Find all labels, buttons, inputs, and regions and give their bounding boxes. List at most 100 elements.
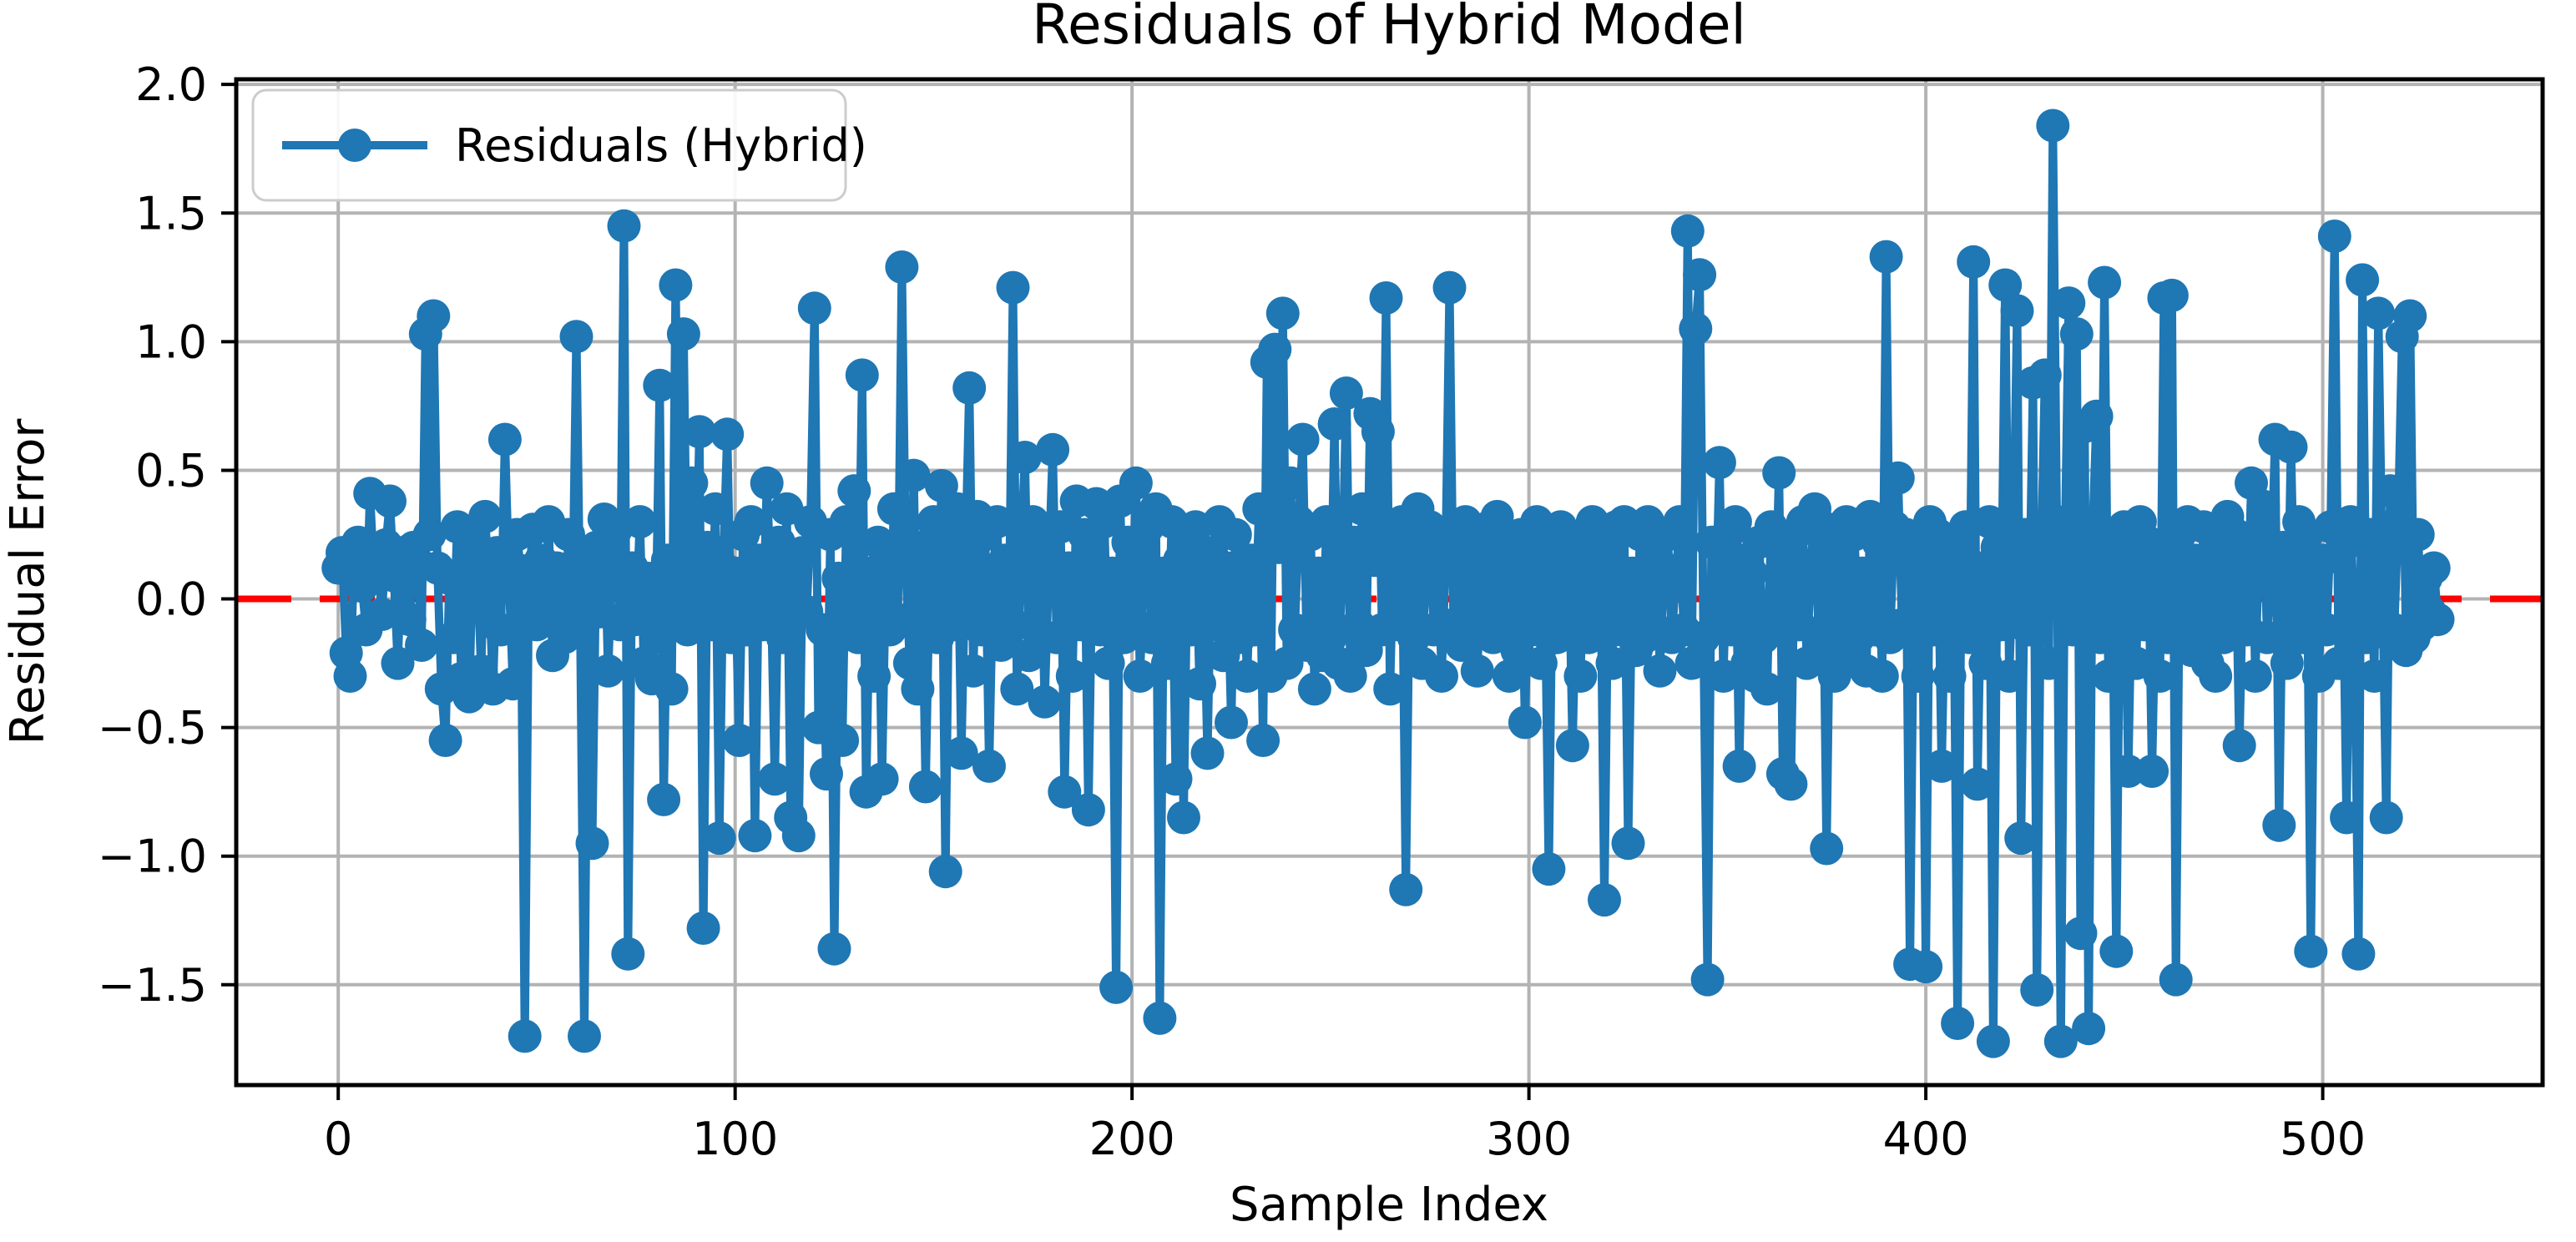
- data-point: [2222, 729, 2256, 763]
- data-point: [2349, 620, 2383, 654]
- data-point: [1230, 659, 1264, 693]
- data-point: [611, 937, 645, 971]
- data-point: [1643, 654, 1677, 688]
- data-point: [1492, 659, 1526, 693]
- data-point: [758, 762, 792, 796]
- data-point: [1150, 646, 1184, 680]
- data-point: [1119, 466, 1153, 500]
- data-series-residuals: [321, 109, 2455, 1058]
- data-point: [738, 819, 772, 853]
- data-point: [2052, 286, 2086, 321]
- data-point: [2040, 505, 2073, 539]
- y-tick-label: 1.5: [135, 187, 207, 240]
- data-point: [996, 270, 1030, 305]
- data-point: [1555, 729, 1589, 763]
- data-point: [897, 458, 931, 492]
- data-point: [1123, 659, 1157, 693]
- data-point: [1425, 659, 1458, 693]
- data-point: [2361, 296, 2396, 331]
- y-tick-label: −1.0: [98, 831, 207, 883]
- data-point: [1937, 556, 1971, 590]
- data-point: [528, 594, 562, 629]
- data-point: [1774, 767, 1808, 801]
- data-point: [1794, 551, 1828, 585]
- data-point: [710, 417, 745, 452]
- data-point: [1917, 613, 1951, 647]
- data-point: [937, 608, 971, 642]
- data-point: [666, 317, 700, 351]
- data-point: [1329, 376, 1363, 410]
- data-point: [428, 724, 462, 757]
- data-point: [512, 569, 546, 603]
- data-point: [2421, 603, 2455, 637]
- data-point: [2063, 916, 2098, 951]
- data-point: [1993, 659, 2026, 693]
- data-point: [365, 598, 399, 631]
- legend-label: Residuals (Hybrid): [455, 119, 867, 172]
- data-point: [881, 603, 915, 637]
- data-point: [1297, 672, 1331, 706]
- data-point: [552, 518, 585, 552]
- data-point: [2365, 551, 2399, 585]
- data-point: [2139, 551, 2173, 585]
- data-point: [1091, 646, 1125, 680]
- data-point: [2036, 109, 2070, 143]
- data-point: [1361, 415, 1395, 449]
- x-axis-label: Sample Index: [1230, 1178, 1548, 1232]
- data-point: [1750, 672, 1784, 706]
- data-point: [1674, 646, 1709, 680]
- data-point: [1317, 407, 1351, 441]
- data-point: [568, 1019, 601, 1053]
- data-point: [750, 466, 784, 500]
- data-point: [1274, 466, 1308, 500]
- data-point: [857, 659, 891, 693]
- data-point: [1941, 1007, 1975, 1040]
- data-point: [2270, 646, 2304, 680]
- data-point: [437, 620, 471, 654]
- data-point: [1523, 646, 1558, 680]
- data-point: [1952, 620, 1987, 654]
- data-point: [686, 911, 720, 945]
- data-point: [2238, 659, 2272, 693]
- data-point: [1683, 258, 1717, 292]
- data-point: [647, 782, 681, 816]
- data-point: [734, 505, 768, 539]
- data-point: [1326, 551, 1360, 585]
- data-point: [1432, 270, 1467, 305]
- data-point: [1134, 620, 1169, 654]
- data-point: [1881, 461, 1915, 495]
- data-point: [1976, 1024, 2010, 1058]
- data-point: [1285, 422, 1320, 457]
- data-point: [1957, 245, 1991, 279]
- data-point: [2294, 934, 2328, 968]
- data-point: [797, 291, 831, 326]
- data-point: [2043, 1024, 2078, 1058]
- data-point: [885, 250, 919, 284]
- x-tick-label: 100: [692, 1113, 778, 1165]
- data-point: [1000, 672, 1034, 706]
- data-point: [1048, 775, 1082, 809]
- data-point: [1563, 659, 1598, 693]
- data-point: [2393, 299, 2427, 333]
- data-point: [2000, 294, 2034, 328]
- data-point: [1984, 608, 2018, 642]
- data-point: [2048, 543, 2082, 578]
- data-point: [1008, 441, 1042, 474]
- data-point: [2369, 800, 2403, 835]
- data-point: [1532, 852, 1566, 886]
- data-point: [912, 556, 947, 590]
- data-point: [908, 770, 942, 804]
- data-point: [2032, 646, 2066, 680]
- data-point: [785, 536, 820, 570]
- data-point: [2020, 973, 2054, 1007]
- data-point: [591, 654, 625, 688]
- data-point: [1345, 492, 1379, 526]
- data-point: [1055, 659, 1089, 693]
- data-point: [487, 422, 522, 457]
- data-point: [2159, 962, 2193, 997]
- data-point: [2056, 613, 2089, 647]
- data-point: [543, 561, 578, 595]
- x-tick-label: 500: [2280, 1113, 2366, 1165]
